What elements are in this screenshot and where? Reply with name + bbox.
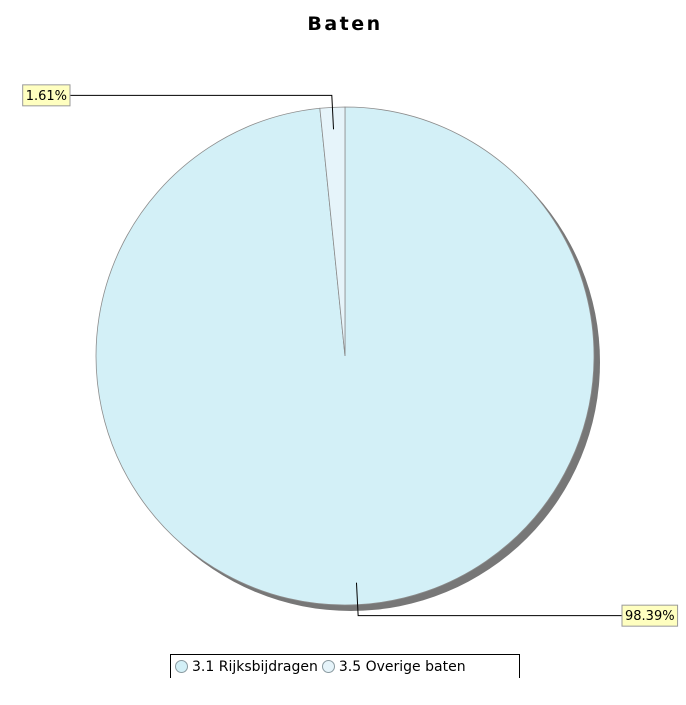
- legend-item-1: 3.5 Overige baten: [321, 658, 466, 675]
- legend-label-0: 3.1 Rijksbijdragen: [192, 658, 318, 675]
- legend-item-0: 3.1 Rijksbijdragen: [175, 659, 318, 675]
- legend-swatch-0: [175, 660, 188, 673]
- legend-label-1: 3.5 Overige baten: [338, 658, 466, 675]
- callout-line-0: [355, 582, 622, 617]
- callout-line-1: [70, 94, 335, 130]
- data-label-text-0: 98.39%: [625, 609, 675, 624]
- chart-title: Baten: [307, 13, 383, 35]
- data-label-0: 98.39%: [621, 604, 679, 627]
- data-label-text-1: 1.61%: [26, 89, 67, 104]
- data-label-1: 1.61%: [22, 84, 71, 107]
- legend-swatch-1: [321, 660, 335, 673]
- legend: 3.1 Rijksbijdragen 3.5 Overige baten: [170, 654, 520, 678]
